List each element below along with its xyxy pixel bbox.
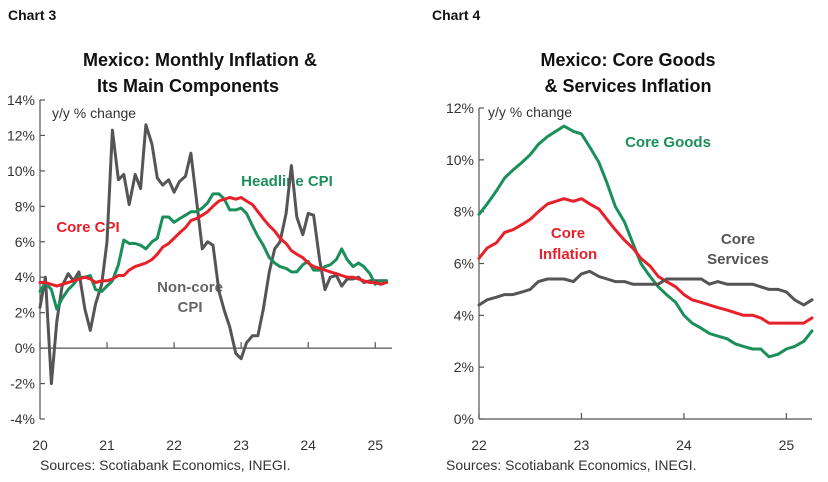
chart4-y-tick-label: 12% <box>446 100 474 116</box>
chart3-source: Sources: Scotiabank Economics, INEGI. <box>40 457 291 473</box>
chart3-annotation-noncore-line2: CPI <box>177 299 202 316</box>
chart4-label: Chart 4 <box>432 7 480 23</box>
chart3-annotation-core: Core CPI <box>56 219 119 236</box>
chart3-y-tick-label: 6% <box>15 234 35 250</box>
chart4-title-line1: Mexico: Core Goods <box>540 50 715 70</box>
chart3-y-tick-label: 8% <box>15 198 35 214</box>
chart4-x-tick-label: 22 <box>471 437 487 453</box>
chart3-x-tick-label: 24 <box>300 437 316 453</box>
chart4-series-core-goods <box>477 124 814 359</box>
chart3-series-core-cpi <box>38 196 389 288</box>
chart4-annotation-core-goods: Core Goods <box>625 134 711 151</box>
chart4-annotation-core-inflation-line2: Inflation <box>539 246 597 263</box>
chart3-label: Chart 3 <box>8 7 56 23</box>
chart3-x-tick-label: 23 <box>233 437 249 453</box>
chart4-x-tick-label: 25 <box>779 437 795 453</box>
chart3-y-tick-label: 2% <box>15 305 35 321</box>
chart4-y-tick-label: 8% <box>454 204 474 220</box>
chart3-y-tick-label: 4% <box>15 269 35 285</box>
chart3-x-tick-label: 25 <box>367 437 383 453</box>
chart3-x-tick-label: 21 <box>99 437 115 453</box>
chart4-y-tick-label: 2% <box>454 359 474 375</box>
plot-layer: -4% -2% 0% 2% 4% 6% 8% 10% 12% 14% 20 21 22 23 24 25 0% 2… <box>7 92 814 453</box>
chart4-series-core-services <box>477 269 814 307</box>
chart4-source: Sources: Scotiabank Economics, INEGI. <box>446 457 697 473</box>
chart4-y-tick-label: 0% <box>454 411 474 427</box>
chart4-y-tick-label: 4% <box>454 307 474 323</box>
chart4-title-line2: & Services Inflation <box>544 76 711 96</box>
chart4-x-tick-label: 24 <box>676 437 692 453</box>
chart4-units-label: y/y % change <box>488 104 572 120</box>
chart3-x-tick-label: 20 <box>32 437 48 453</box>
chart3-y-tick-label: 14% <box>7 92 35 108</box>
chart3-y-tick-label: 12% <box>7 127 35 143</box>
chart4-series-core-inflation <box>477 197 814 325</box>
chart3-title-line1: Mexico: Monthly Inflation & <box>83 50 317 70</box>
chart3-series-headline-cpi <box>38 192 389 311</box>
chart3-title-line2: Its Main Components <box>97 76 279 96</box>
chart4-y-tick-label: 10% <box>446 152 474 168</box>
chart4-annotation-core-services-line1: Core <box>721 231 755 248</box>
chart3-units-label: y/y % change <box>52 105 136 121</box>
chart4-annotation-core-services-line2: Services <box>707 251 769 268</box>
chart3-y-tick-label: -4% <box>10 411 35 427</box>
chart3-annotation-noncore-line1: Non-core <box>157 279 223 296</box>
chart4-y-tick-label: 6% <box>454 256 474 272</box>
chart3-y-tick-label: -2% <box>10 376 35 392</box>
chart4-x-tick-label: 23 <box>574 437 590 453</box>
chart3-y-tick-label: 0% <box>15 340 35 356</box>
chart3-series-non-core-cpi <box>38 123 389 386</box>
chart4-annotation-core-inflation-line1: Core <box>551 225 585 242</box>
chart3-y-tick-label: 10% <box>7 163 35 179</box>
chart3-annotation-headline: Headline CPI <box>241 173 333 190</box>
chart3-x-tick-label: 22 <box>166 437 182 453</box>
